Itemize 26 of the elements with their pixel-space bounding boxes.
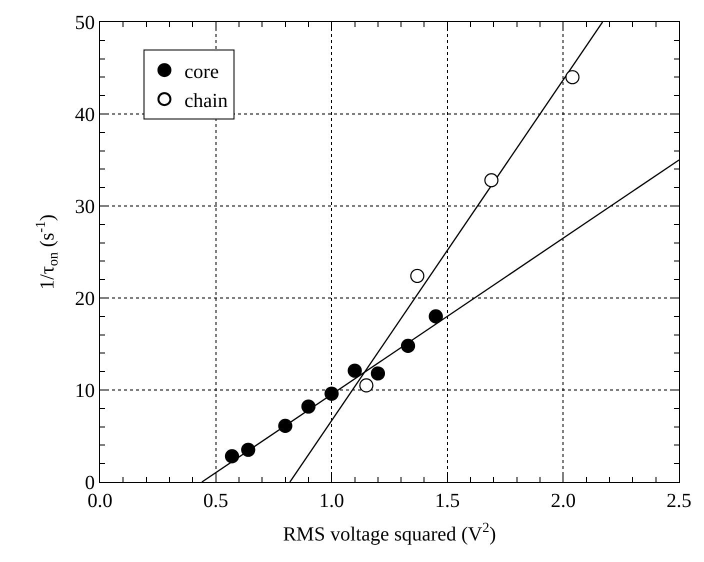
y-tick-label: 30 bbox=[74, 196, 95, 218]
x-axis-title: RMS voltage squared (V$^{2}$) bbox=[282, 521, 496, 546]
x-tick-label: 1.0 bbox=[319, 490, 344, 512]
point bbox=[241, 442, 256, 457]
x-tick-label: 2.0 bbox=[550, 490, 576, 512]
x-tick-label: 0.5 bbox=[203, 490, 228, 512]
point bbox=[484, 173, 498, 188]
point bbox=[348, 364, 362, 378]
legend-label: chain bbox=[184, 90, 228, 112]
point bbox=[224, 449, 240, 464]
point bbox=[565, 70, 580, 84]
x-tick-label: 2.5 bbox=[666, 490, 692, 512]
y-tick-label: 40 bbox=[74, 104, 95, 126]
point bbox=[301, 399, 316, 414]
legend-label: core bbox=[184, 60, 219, 83]
point bbox=[278, 418, 292, 433]
point bbox=[400, 338, 416, 353]
y-tick-label: 20 bbox=[74, 288, 95, 310]
point bbox=[359, 378, 374, 392]
point bbox=[410, 268, 424, 284]
point bbox=[370, 366, 386, 381]
point bbox=[324, 386, 339, 401]
x-tick-label: 1.5 bbox=[434, 490, 460, 512]
y-tick-label: 10 bbox=[74, 380, 95, 402]
y-tick-label: 50 bbox=[74, 12, 95, 34]
point bbox=[428, 309, 443, 324]
